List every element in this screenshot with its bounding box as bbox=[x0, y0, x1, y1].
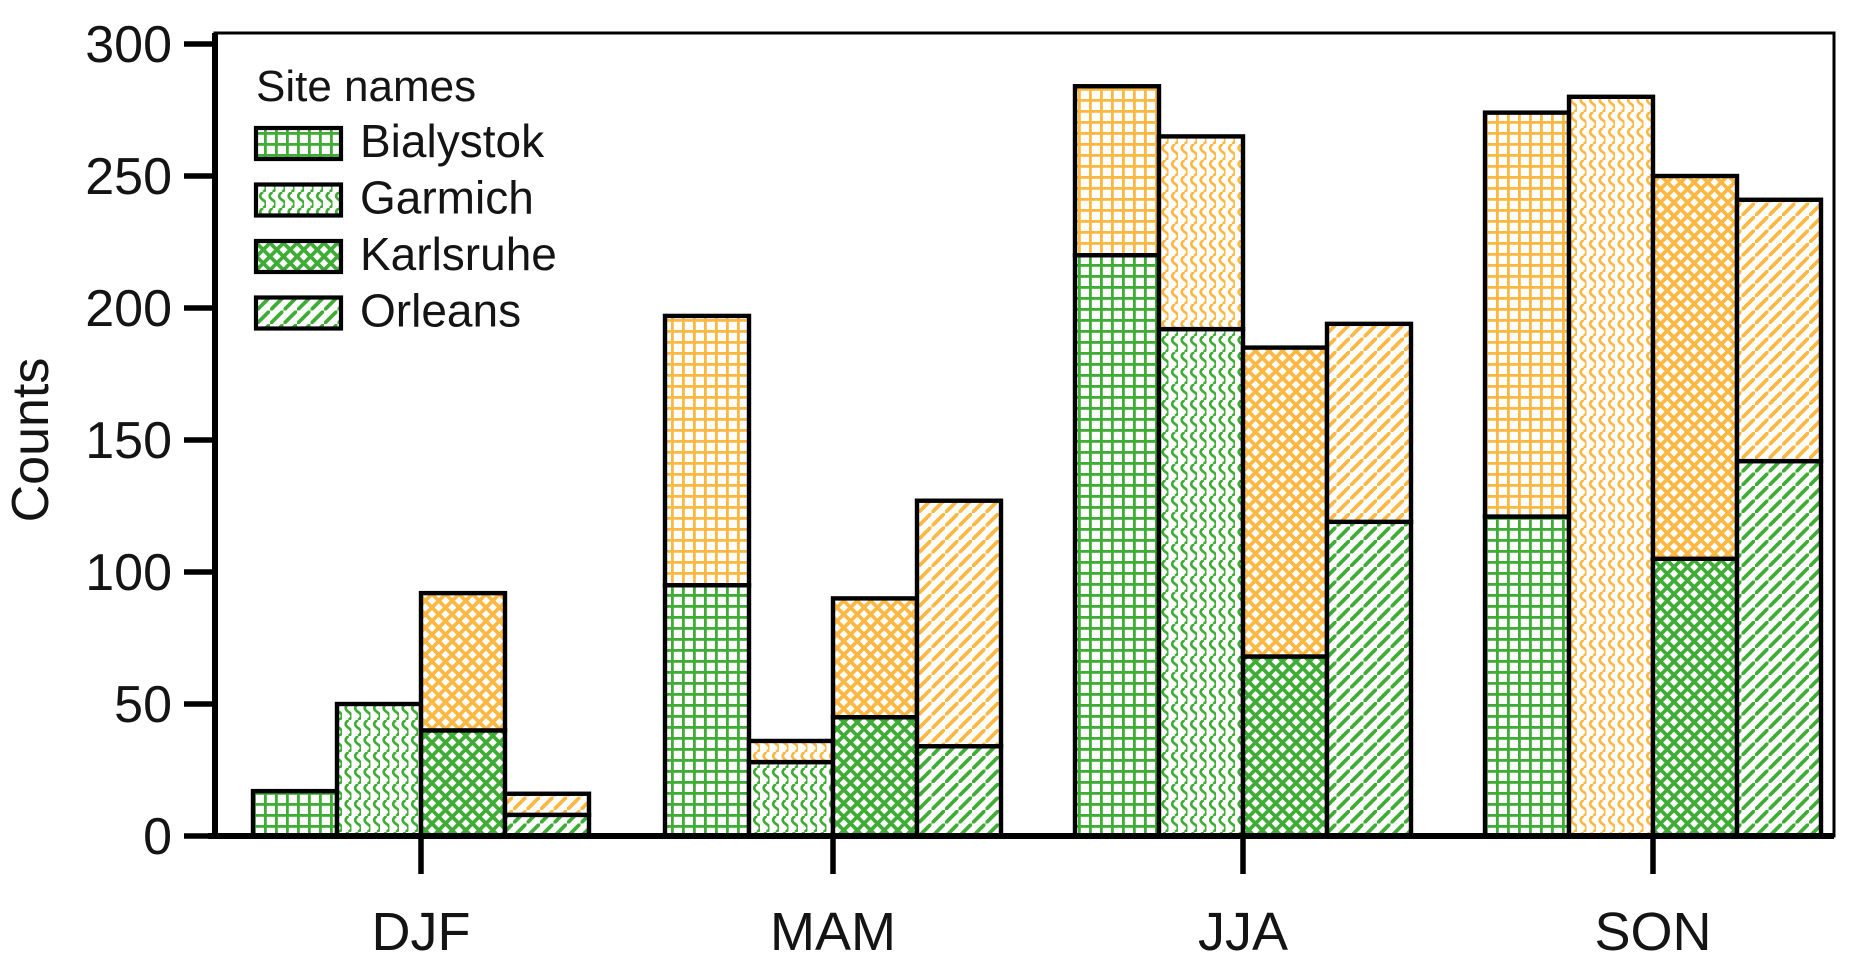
bar-segment-DJF-Karlsruhe-lower bbox=[418, 728, 508, 839]
bar-segment-JJA-Karlsruhe-upper bbox=[1240, 345, 1330, 659]
bar-segment-SON-Garmich-upper bbox=[1566, 94, 1656, 839]
y-tick-label-0: 0 bbox=[143, 808, 172, 866]
legend-title: Site names bbox=[256, 62, 476, 111]
x-tick-label-MAM: MAM bbox=[770, 902, 896, 957]
y-tick-label-200: 200 bbox=[85, 280, 172, 338]
x-tick-label-SON: SON bbox=[1594, 902, 1711, 957]
bar-segment-JJA-Orleans-upper bbox=[1324, 321, 1414, 525]
bar-segment-DJF-Bialystok-lower bbox=[250, 788, 340, 839]
bar-segment-MAM-Bialystok-upper bbox=[662, 313, 752, 588]
bar-segment-SON-Karlsruhe-lower bbox=[1650, 556, 1740, 839]
bar-segment-JJA-Karlsruhe-lower bbox=[1240, 654, 1330, 839]
legend-swatch-Bialystok bbox=[253, 125, 344, 162]
legend-label-Bialystok: Bialystok bbox=[360, 115, 545, 167]
x-tick-label-JJA: JJA bbox=[1198, 902, 1288, 957]
bar-segment-JJA-Orleans-lower bbox=[1324, 519, 1414, 839]
legend-label-Karlsruhe: Karlsruhe bbox=[360, 228, 557, 280]
bar-segment-DJF-Orleans-lower bbox=[502, 812, 592, 839]
bar-segment-MAM-Orleans-lower bbox=[914, 744, 1004, 839]
legend-label-Garmich: Garmich bbox=[360, 172, 534, 224]
legend-label-Orleans: Orleans bbox=[360, 285, 521, 337]
bar-segment-JJA-Bialystok-upper bbox=[1072, 84, 1162, 258]
bar-segment-DJF-Karlsruhe-upper bbox=[418, 590, 508, 733]
bar-segment-MAM-Karlsruhe-lower bbox=[830, 715, 920, 839]
bar-segment-JJA-Garmich-lower bbox=[1156, 326, 1246, 839]
y-axis-title: Counts bbox=[2, 358, 60, 523]
legend-swatch-Karlsruhe bbox=[253, 238, 344, 275]
bar-segment-SON-Bialystok-lower bbox=[1482, 514, 1572, 839]
y-tick-label-150: 150 bbox=[85, 412, 172, 470]
y-tick-label-100: 100 bbox=[85, 544, 172, 602]
y-tick-label-250: 250 bbox=[85, 148, 172, 206]
bar-segment-MAM-Karlsruhe-upper bbox=[830, 596, 920, 720]
y-tick-label-50: 50 bbox=[114, 676, 172, 734]
bar-segment-DJF-Orleans-upper bbox=[502, 791, 592, 818]
bar-segment-MAM-Garmich-upper bbox=[746, 738, 836, 765]
bar-segment-MAM-Orleans-upper bbox=[914, 498, 1004, 749]
bar-segment-JJA-Garmich-upper bbox=[1156, 134, 1246, 332]
x-tick-label-DJF: DJF bbox=[372, 902, 471, 957]
y-tick-label-300: 300 bbox=[85, 16, 172, 74]
bar-segment-MAM-Bialystok-lower bbox=[662, 583, 752, 839]
bar-segment-SON-Orleans-upper bbox=[1734, 197, 1824, 464]
bar-segment-SON-Karlsruhe-upper bbox=[1650, 173, 1740, 561]
bar-segment-DJF-Garmich-lower bbox=[334, 701, 424, 839]
bar-segment-SON-Orleans-lower bbox=[1734, 458, 1824, 839]
bar-segment-SON-Bialystok-upper bbox=[1482, 110, 1572, 519]
legend-swatch-Orleans bbox=[253, 295, 344, 331]
legend-swatch-Garmich bbox=[253, 182, 344, 218]
bar-segment-JJA-Bialystok-lower bbox=[1072, 252, 1162, 839]
bar-segment-MAM-Garmich-lower bbox=[746, 759, 836, 839]
